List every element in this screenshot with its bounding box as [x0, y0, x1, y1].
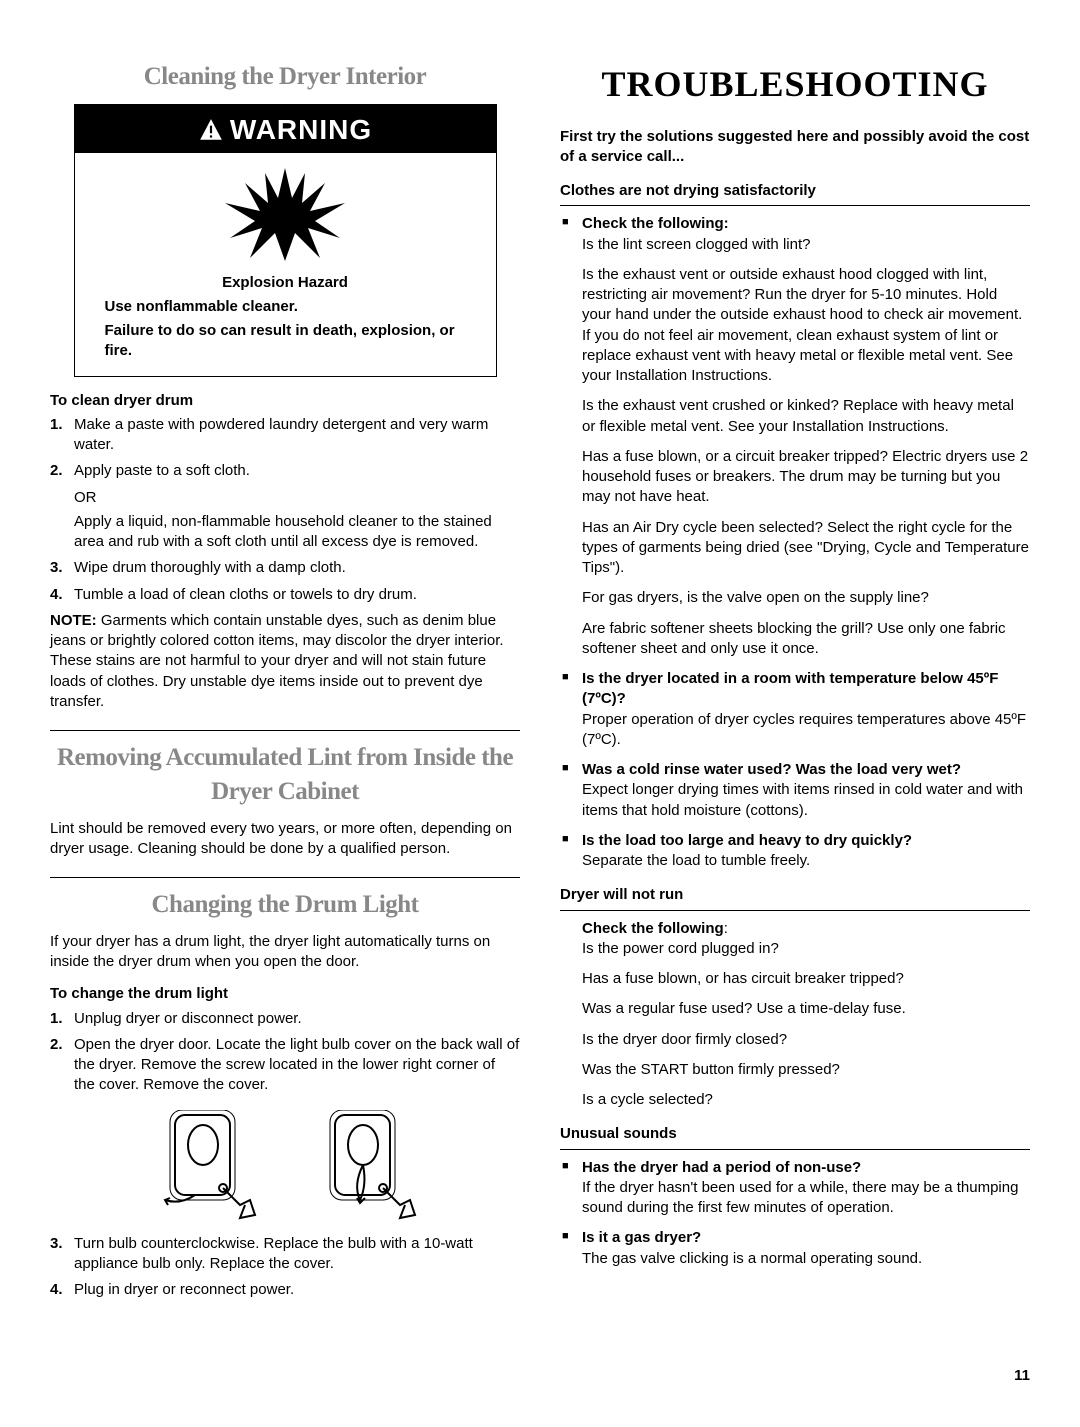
warning-line-2: Use nonflammable cleaner. — [75, 295, 496, 319]
explosion-icon — [220, 163, 350, 263]
ts-bullet-list: Check the following: Is the lint screen … — [560, 214, 1030, 255]
ts-bullet-list: Is the dryer located in a room with temp… — [560, 669, 1030, 871]
section-title-lint: Removing Accumulated Lint from Inside th… — [50, 741, 520, 809]
warning-label: WARNING — [230, 111, 372, 149]
ts-paragraph: Has an Air Dry cycle been selected? Sele… — [560, 518, 1030, 579]
step2-alt: Apply a liquid, non-flammable household … — [50, 512, 520, 553]
list-item: Turn bulb counterclockwise. Replace the … — [50, 1234, 520, 1275]
separator — [560, 910, 1030, 911]
list-item: Has the dryer had a period of non-use? I… — [560, 1158, 1030, 1219]
bulb-cover-diagram-1 — [145, 1110, 265, 1220]
list-item: Is it a gas dryer? The gas valve clickin… — [560, 1228, 1030, 1269]
list-item: Was a cold rinse water used? Was the loa… — [560, 760, 1030, 821]
bulb-diagram-row — [50, 1110, 520, 1220]
or-label: OR — [50, 488, 520, 508]
section-title-drum-light: Changing the Drum Light — [50, 888, 520, 922]
list-item: Plug in dryer or reconnect power. — [50, 1280, 520, 1300]
note-text: Garments which contain unstable dyes, su… — [50, 612, 504, 710]
bullet-body: If the dryer hasn't been used for a whil… — [582, 1179, 1018, 1216]
subhead-change-light: To change the drum light — [50, 984, 520, 1004]
bullet-body: Is the lint screen clogged with lint? — [582, 236, 810, 253]
bullet-head: Is it a gas dryer? — [582, 1229, 701, 1246]
list-item: Is the load too large and heavy to dry q… — [560, 831, 1030, 872]
list-item: Unplug dryer or disconnect power. — [50, 1009, 520, 1029]
check-label: Check the following — [582, 920, 724, 937]
bullet-head: Check the following: — [582, 215, 729, 232]
bullet-head: Is the load too large and heavy to dry q… — [582, 832, 912, 849]
bullet-head: Is the dryer located in a room with temp… — [582, 670, 998, 707]
lint-paragraph: Lint should be removed every two years, … — [50, 819, 520, 860]
ts-paragraph: Was a regular fuse used? Use a time-dela… — [560, 999, 1030, 1019]
manual-page: Cleaning the Dryer Interior WARNING Expl… — [50, 60, 1030, 1306]
ts-group-title: Clothes are not drying satisfactorily — [560, 181, 1030, 201]
ts-paragraph: Check the following:Is the power cord pl… — [560, 919, 1030, 960]
troubleshooting-title: TROUBLESHOOTING — [560, 60, 1030, 109]
list-item: Apply paste to a soft cloth. — [50, 461, 520, 481]
hazard-title: Explosion Hazard — [75, 271, 496, 295]
ts-paragraph: Are fabric softener sheets blocking the … — [560, 619, 1030, 660]
right-column: TROUBLESHOOTING First try the solutions … — [560, 60, 1030, 1306]
clean-drum-steps-2: Wipe drum thoroughly with a damp cloth. … — [50, 558, 520, 605]
warning-header: WARNING — [75, 105, 496, 153]
bullet-body: Proper operation of dryer cycles require… — [582, 711, 1026, 748]
drum-light-intro: If your dryer has a drum light, the drye… — [50, 932, 520, 973]
troubleshooting-intro: First try the solutions suggested here a… — [560, 127, 1030, 168]
separator — [50, 877, 520, 878]
ts-paragraph: Is the dryer door firmly closed? — [560, 1030, 1030, 1050]
warning-line-3: Failure to do so can result in death, ex… — [75, 319, 496, 364]
drum-light-steps-2: Turn bulb counterclockwise. Replace the … — [50, 1234, 520, 1301]
section-title-cleaning: Cleaning the Dryer Interior — [50, 60, 520, 94]
bullet-body: The gas valve clicking is a normal opera… — [582, 1250, 922, 1267]
ts-paragraph: Is the exhaust vent crushed or kinked? R… — [560, 396, 1030, 437]
warning-triangle-icon — [198, 117, 224, 143]
drum-light-steps: Unplug dryer or disconnect power. Open t… — [50, 1009, 520, 1096]
list-item: Tumble a load of clean cloths or towels … — [50, 585, 520, 605]
bullet-body: Separate the load to tumble freely. — [582, 852, 810, 869]
separator — [560, 1149, 1030, 1150]
ts-paragraph: Was the START button firmly pressed? — [560, 1060, 1030, 1080]
note-label: NOTE: — [50, 612, 97, 629]
ts-paragraph: Is a cycle selected? — [560, 1090, 1030, 1110]
ts-text: Is the power cord plugged in? — [582, 940, 779, 957]
ts-group-title: Unusual sounds — [560, 1124, 1030, 1144]
note-paragraph: NOTE: Garments which contain unstable dy… — [50, 611, 520, 712]
warning-box: WARNING Explosion Hazard Use nonflammabl… — [74, 104, 497, 377]
bullet-body: Expect longer drying times with items ri… — [582, 781, 1023, 818]
list-item: Open the dryer door. Locate the light bu… — [50, 1035, 520, 1096]
list-item: Wipe drum thoroughly with a damp cloth. — [50, 558, 520, 578]
page-number: 11 — [50, 1366, 1030, 1386]
left-column: Cleaning the Dryer Interior WARNING Expl… — [50, 60, 520, 1306]
bullet-head: Was a cold rinse water used? Was the loa… — [582, 761, 961, 778]
ts-paragraph: Is the exhaust vent or outside exhaust h… — [560, 265, 1030, 387]
bullet-head: Has the dryer had a period of non-use? — [582, 1159, 861, 1176]
ts-group-title: Dryer will not run — [560, 885, 1030, 905]
subhead-clean-drum: To clean dryer drum — [50, 391, 520, 411]
separator — [560, 205, 1030, 206]
list-item: Is the dryer located in a room with temp… — [560, 669, 1030, 750]
ts-paragraph: Has a fuse blown, or has circuit breaker… — [560, 969, 1030, 989]
list-item: Check the following: Is the lint screen … — [560, 214, 1030, 255]
list-item: Make a paste with powdered laundry deter… — [50, 415, 520, 456]
ts-bullet-list: Has the dryer had a period of non-use? I… — [560, 1158, 1030, 1269]
clean-drum-steps: Make a paste with powdered laundry deter… — [50, 415, 520, 482]
bulb-cover-diagram-2 — [305, 1110, 425, 1220]
ts-paragraph: Has a fuse blown, or a circuit breaker t… — [560, 447, 1030, 508]
separator — [50, 730, 520, 731]
ts-paragraph: For gas dryers, is the valve open on the… — [560, 588, 1030, 608]
